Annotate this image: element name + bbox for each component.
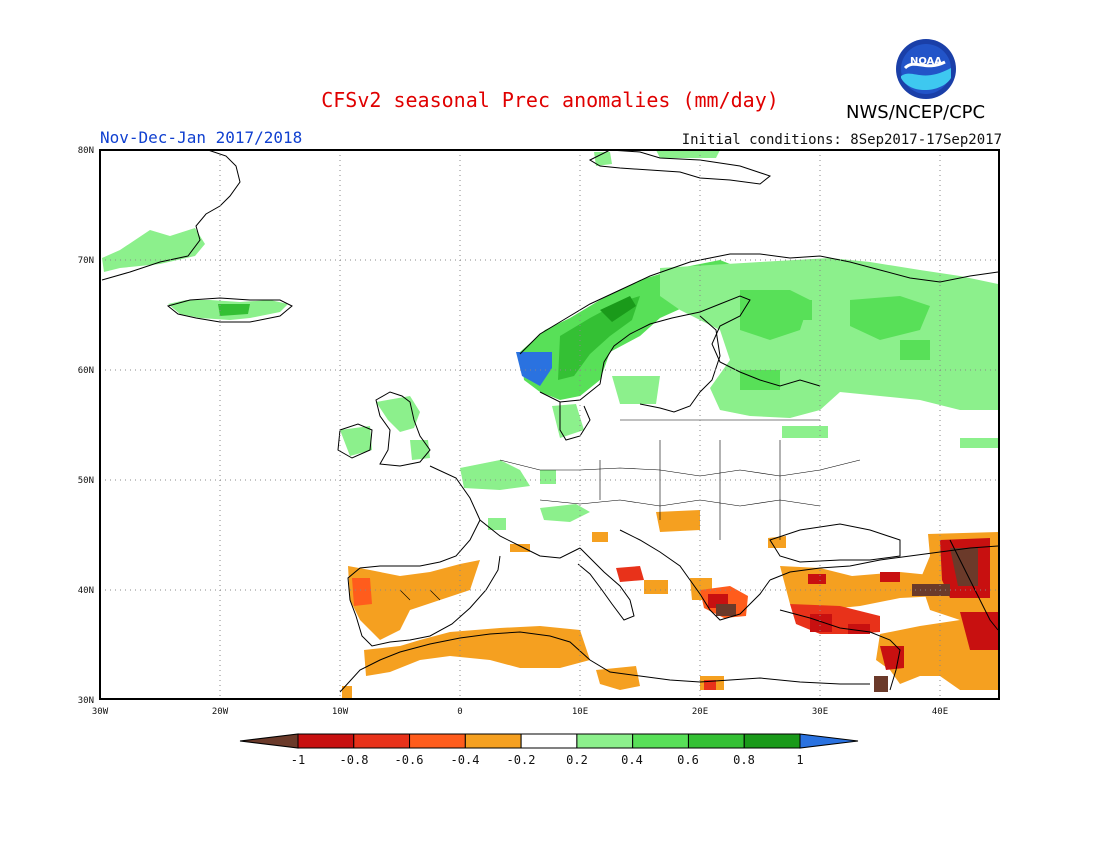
- legend-label: -0.2: [507, 753, 536, 767]
- legend-label: -0.8: [340, 753, 369, 767]
- legend-color-box: [353, 733, 411, 749]
- lon-tick: 10W: [332, 707, 349, 717]
- lat-tick: 50N: [78, 476, 94, 486]
- map-title: CFSv2 seasonal Prec anomalies (mm/day): [321, 88, 779, 112]
- lon-axis: 30W 20W 10W 0 10E 20E 30E 40E: [92, 707, 948, 717]
- color-legend: -1 -0.8 -0.6 -0.4 -0.2 0.2 0.4 0.6 0.8 1: [239, 733, 859, 767]
- lon-tick: 20W: [212, 707, 229, 717]
- legend-label: 0.4: [621, 753, 643, 767]
- lon-tick: 20E: [692, 707, 708, 717]
- legend-color-box: [743, 733, 801, 749]
- legend-label: -1: [291, 753, 305, 767]
- lon-tick: 40E: [932, 707, 948, 717]
- initial-conditions: Initial conditions: 8Sep2017-17Sep2017: [681, 132, 1002, 148]
- legend-label: -0.6: [395, 753, 424, 767]
- legend-color-box: [576, 733, 634, 749]
- legend-arrow-right: [799, 733, 859, 749]
- legend-color-box: [632, 733, 689, 749]
- legend-color-box: [297, 733, 355, 749]
- noaa-logo-text: NOAA: [910, 56, 942, 67]
- dry-anomaly-shading: [342, 510, 998, 698]
- lon-tick: 30W: [92, 707, 109, 717]
- season-subtitle: Nov-Dec-Jan 2017/2018: [100, 128, 303, 147]
- lat-tick: 60N: [78, 366, 94, 376]
- legend-arrow-left: [239, 733, 299, 749]
- legend-label: 0.6: [677, 753, 699, 767]
- lat-tick: 70N: [78, 256, 94, 266]
- lat-axis: 80N 70N 60N 50N 40N 30N: [78, 146, 94, 706]
- legend-label: 0.2: [566, 753, 588, 767]
- legend-color-box: [464, 733, 522, 749]
- lat-tick: 30N: [78, 696, 94, 706]
- lon-tick: 0: [457, 707, 462, 717]
- legend-label: -0.4: [451, 753, 480, 767]
- legend-color-box: [520, 733, 578, 749]
- agency-label: NWS/NCEP/CPC: [846, 102, 986, 123]
- legend-color-box: [687, 733, 745, 749]
- lon-tick: 10E: [572, 707, 588, 717]
- noaa-logo: NOAA: [896, 39, 956, 99]
- lat-tick: 80N: [78, 146, 94, 156]
- map-frame: [99, 149, 1000, 700]
- lat-tick: 40N: [78, 586, 94, 596]
- wet-anomaly-shading: [102, 150, 998, 530]
- legend-label: 1: [796, 753, 803, 767]
- lon-tick: 30E: [812, 707, 828, 717]
- legend-label: 0.8: [733, 753, 755, 767]
- map-area: [100, 150, 999, 699]
- legend-color-box: [409, 733, 466, 749]
